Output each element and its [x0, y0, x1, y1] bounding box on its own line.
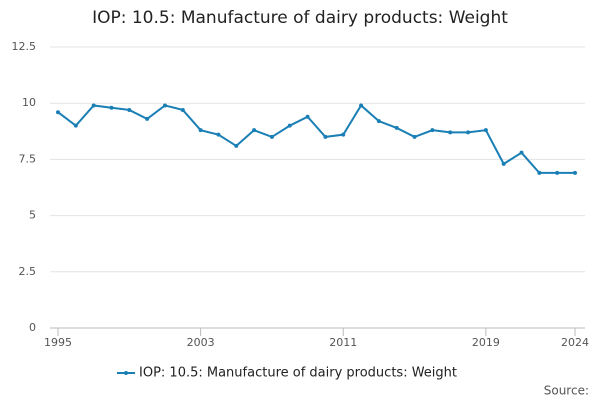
point	[127, 107, 132, 112]
point	[573, 170, 577, 175]
point	[341, 132, 346, 137]
x-tick-label: 1995	[44, 336, 72, 349]
point	[394, 125, 399, 130]
point	[537, 170, 542, 175]
point	[56, 110, 60, 115]
y-tick-label: 10	[22, 96, 36, 109]
point	[109, 105, 114, 110]
point	[376, 119, 381, 124]
point	[448, 130, 453, 135]
chart-title: IOP: 10.5: Manufacture of dairy products…	[92, 8, 508, 28]
point	[198, 128, 203, 133]
point	[269, 134, 274, 139]
series-line	[57, 103, 575, 174]
point	[73, 123, 78, 128]
point	[145, 116, 150, 121]
x-tick-label: 2024	[561, 336, 589, 349]
x-tick-label: 2019	[472, 336, 500, 349]
point	[323, 134, 328, 139]
point	[519, 150, 524, 155]
y-tick-label: 2.5	[19, 265, 37, 278]
x-tick-label: 2003	[187, 336, 215, 349]
point	[234, 143, 239, 148]
point	[359, 103, 364, 108]
point	[305, 114, 310, 119]
point	[162, 103, 167, 108]
x-tick-label: 2011	[329, 336, 357, 349]
point	[430, 128, 435, 133]
point	[180, 107, 185, 112]
point	[412, 134, 417, 139]
legend-label: IOP: 10.5: Manufacture of dairy products…	[139, 366, 457, 381]
point	[483, 128, 488, 133]
y-tick-label: 5	[29, 209, 36, 222]
point	[91, 103, 96, 108]
source: Source:	[544, 384, 589, 398]
point	[466, 130, 471, 135]
y-tick-label: 7.5	[19, 152, 37, 165]
point	[216, 132, 221, 137]
point	[252, 128, 257, 133]
y-tick-label: 0	[29, 321, 36, 334]
point	[287, 123, 292, 128]
legend-marker	[124, 371, 128, 375]
y-tick-label: 12.5	[12, 40, 37, 53]
point	[501, 161, 506, 166]
point	[555, 170, 560, 175]
